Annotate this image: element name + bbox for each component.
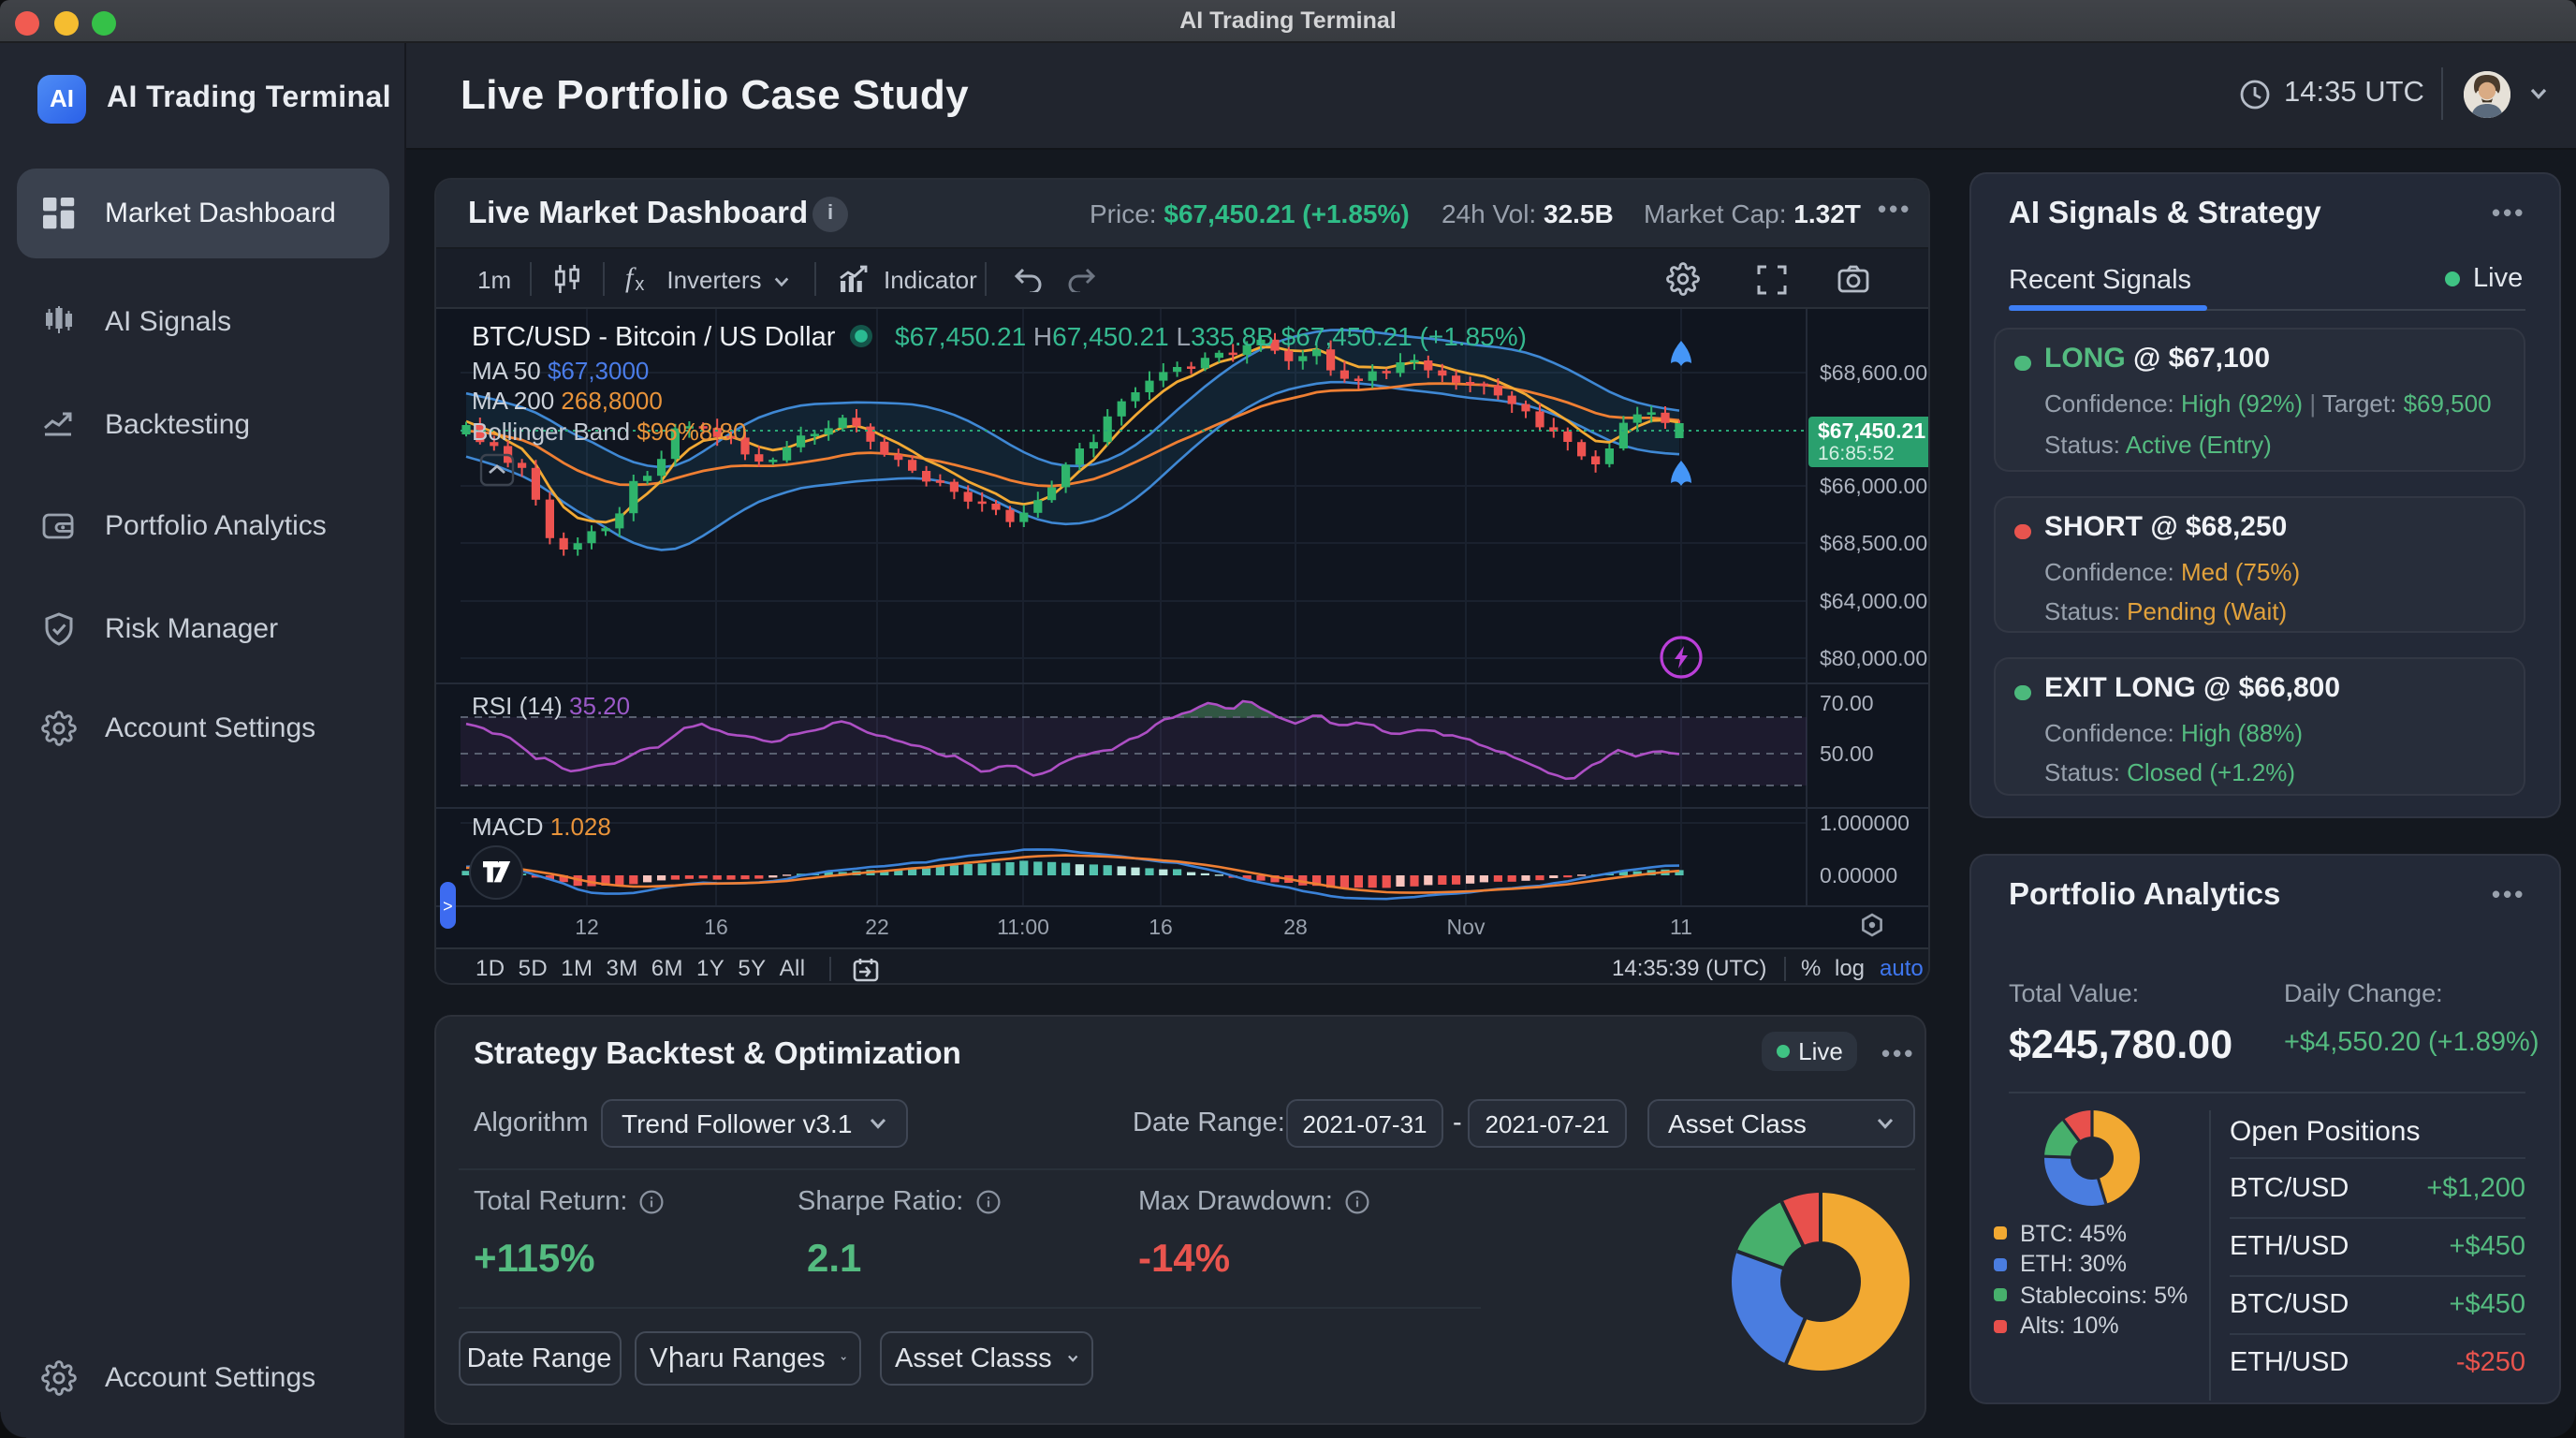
svg-text:70.00: 70.00 bbox=[1820, 691, 1874, 715]
svg-text:$68,500.00: $68,500.00 bbox=[1820, 531, 1927, 555]
svg-text:16: 16 bbox=[1149, 915, 1173, 939]
svg-text:11:00: 11:00 bbox=[997, 915, 1049, 939]
svg-text:$68,600.00: $68,600.00 bbox=[1820, 360, 1927, 385]
svg-text:11: 11 bbox=[1670, 915, 1692, 939]
svg-text:$64,000.00: $64,000.00 bbox=[1820, 589, 1927, 613]
svg-text:Bollinger Band $96%8:80: Bollinger Band $96%8:80 bbox=[472, 418, 746, 446]
svg-text:1.000000: 1.000000 bbox=[1820, 811, 1910, 835]
svg-text:BTC/USD - Bitcoin / US Dollar: BTC/USD - Bitcoin / US Dollar bbox=[472, 322, 836, 352]
svg-text:0.00000: 0.00000 bbox=[1820, 863, 1897, 888]
svg-text:MACD 1.028: MACD 1.028 bbox=[472, 813, 611, 841]
svg-text:>: > bbox=[443, 897, 453, 916]
svg-text:MA 50 $67,3000: MA 50 $67,3000 bbox=[472, 357, 649, 385]
svg-text:$67,450.21 H67,450.21 L335.8B: $67,450.21 H67,450.21 L335.8B $67,450.21… bbox=[895, 322, 1527, 351]
svg-text:28: 28 bbox=[1283, 915, 1308, 939]
svg-text:12: 12 bbox=[575, 915, 599, 939]
svg-text:$80,000.00: $80,000.00 bbox=[1820, 646, 1927, 670]
svg-text:16: 16 bbox=[704, 915, 728, 939]
svg-text:16:85:52: 16:85:52 bbox=[1818, 443, 1895, 464]
svg-text:22: 22 bbox=[865, 915, 889, 939]
svg-text:RSI (14) 35.20: RSI (14) 35.20 bbox=[472, 692, 630, 720]
svg-text:$67,450.21: $67,450.21 bbox=[1818, 418, 1925, 443]
svg-text:$66,000.00: $66,000.00 bbox=[1820, 474, 1927, 498]
svg-text:Nov: Nov bbox=[1447, 915, 1486, 939]
svg-text:50.00: 50.00 bbox=[1820, 741, 1874, 766]
svg-text:MA 200 268,8000: MA 200 268,8000 bbox=[472, 387, 663, 415]
